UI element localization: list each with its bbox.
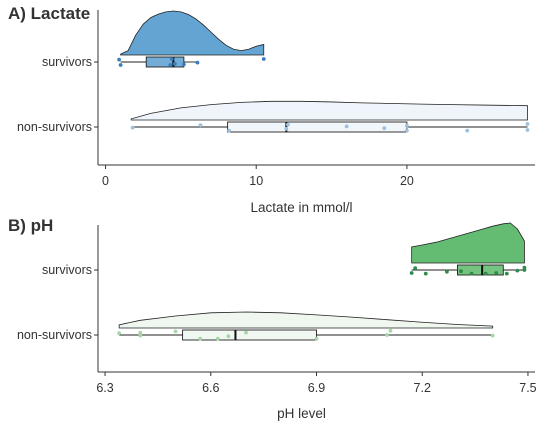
data-point (444, 269, 449, 274)
panel-b-title: B) pH (8, 216, 54, 235)
x-axis-title: Lactate in mmol/l (250, 200, 352, 215)
x-tick-label: 6.6 (202, 381, 219, 395)
box-iqr (182, 329, 317, 341)
data-point (118, 63, 123, 67)
data-point (388, 328, 393, 333)
data-point (195, 60, 200, 65)
data-point (382, 126, 387, 131)
data-point (469, 271, 474, 276)
data-point (130, 125, 135, 130)
box-iqr (145, 56, 185, 68)
category-label-survivors: survivors (42, 55, 92, 69)
x-tick-label: 6.9 (308, 381, 325, 395)
data-point (515, 268, 520, 273)
data-point (405, 128, 409, 133)
data-point (181, 62, 186, 67)
density-cloud-survivors (411, 222, 525, 264)
data-point (172, 61, 177, 66)
data-point (226, 334, 231, 339)
panel-a: 0 10 20 Lactate in mmol/l survivors non-survi… (17, 10, 535, 215)
x-tick-label: 10 (249, 174, 263, 188)
data-point (385, 333, 389, 337)
data-point (138, 330, 143, 335)
box-iqr (457, 264, 504, 276)
data-point (423, 271, 428, 276)
x-tick-label: 6.3 (96, 381, 113, 395)
data-point (173, 329, 178, 334)
data-point (261, 57, 266, 61)
x-tick-label: 20 (400, 174, 414, 188)
data-point (117, 57, 121, 62)
data-point (169, 57, 174, 61)
density-cloud-non-survivors (118, 311, 494, 329)
data-point (409, 271, 414, 275)
data-point (490, 333, 495, 338)
x-tick-label: 7.2 (414, 381, 431, 395)
data-point (494, 271, 499, 275)
data-point (198, 336, 203, 341)
data-point (405, 123, 409, 128)
data-point (525, 122, 530, 126)
data-point (227, 128, 232, 133)
data-point (138, 333, 143, 338)
data-point (504, 271, 509, 276)
data-point (284, 126, 289, 131)
panel-b: 6.3 6.6 6.9 7.2 7.5 pH level survivors non-surv… (17, 222, 537, 421)
data-point (117, 331, 122, 336)
category-label-non-survivors: non-survivors (17, 120, 92, 134)
panel-a-title: A) Lactate (8, 4, 91, 23)
data-point (522, 265, 527, 270)
data-point (525, 128, 530, 132)
category-label-non-survivors: non-survivors (17, 328, 92, 342)
box-iqr (227, 121, 408, 133)
density-cloud-non-survivors (130, 100, 528, 121)
x-tick-label: 0 (102, 174, 109, 188)
data-point (215, 336, 220, 341)
data-point (459, 269, 463, 274)
data-point (465, 128, 470, 133)
density-cloud-survivors (120, 10, 265, 56)
data-point (198, 123, 203, 128)
data-point (413, 266, 418, 271)
data-point (244, 330, 248, 335)
data-point (168, 63, 173, 67)
data-point (344, 124, 349, 129)
x-tick-label: 7.5 (519, 381, 536, 395)
data-point (285, 122, 290, 127)
category-label-survivors: survivors (42, 263, 92, 277)
data-point (483, 271, 488, 276)
data-point (314, 336, 319, 341)
x-axis-title: pH level (277, 406, 326, 421)
